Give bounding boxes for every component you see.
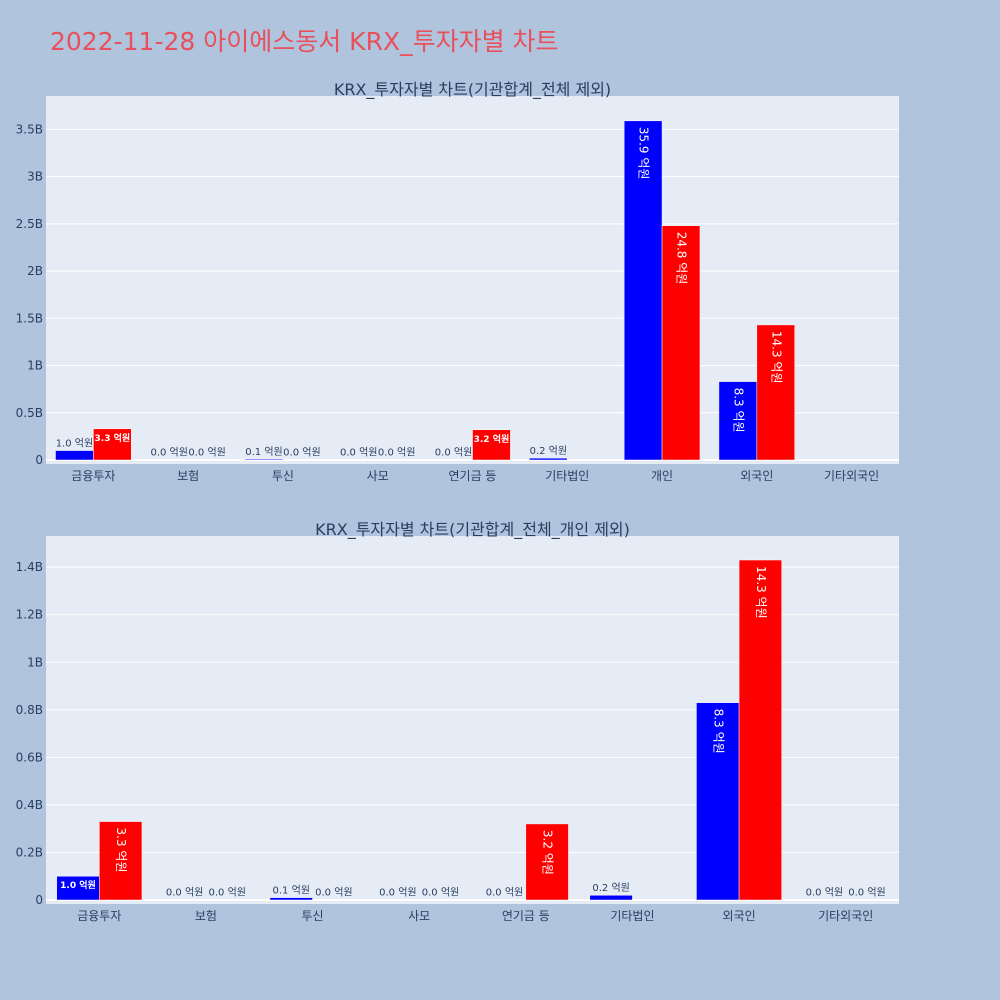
bar-blue	[482, 899, 527, 901]
data-label: 35.9 억원	[637, 127, 651, 180]
chart-title: KRX_투자자별 차트(기관합계_전체 제외)	[334, 80, 611, 100]
data-label: 0.2 억원	[592, 882, 629, 894]
y-tick-label: 0	[35, 453, 43, 467]
x-tick-label: 연기금 등	[449, 469, 497, 483]
bar-blue	[244, 458, 284, 461]
bar-red	[418, 899, 463, 901]
data-label: 0.0 억원	[806, 887, 843, 899]
y-tick-label: 1B	[27, 359, 43, 373]
bar-blue	[434, 459, 473, 461]
x-tick-label: 보험	[195, 909, 217, 923]
data-label: 0.0 억원	[848, 887, 885, 899]
data-label: 0.0 억원	[283, 447, 320, 459]
data-label: 0.0 억원	[166, 887, 203, 899]
y-tick-label: 3B	[27, 170, 43, 184]
x-tick-label: 금융투자	[77, 909, 121, 923]
bar-blue	[376, 899, 420, 901]
y-tick-label: 0.8B	[16, 703, 43, 717]
data-label: 1.0 억원	[56, 438, 93, 450]
chart-title: KRX_투자자별 차트(기관합계_전체_개인 제외)	[315, 520, 630, 540]
data-label: 0.0 억원	[486, 887, 523, 899]
bar-red	[312, 899, 356, 901]
y-tick-label: 3.5B	[16, 122, 43, 136]
data-label: 0.0 억원	[340, 447, 377, 459]
bar-red	[99, 821, 143, 901]
x-tick-label: 투신	[272, 469, 294, 483]
bar-blue	[55, 450, 94, 461]
data-label: 0.0 억원	[435, 447, 472, 459]
x-tick-label: 사모	[408, 909, 430, 923]
data-label: 3.3 억원	[95, 432, 131, 444]
bar-red	[472, 429, 511, 461]
x-tick-label: 개인	[651, 469, 673, 483]
bar-red	[756, 324, 795, 461]
page-title: 2022-11-28 아이에스동서 KRX_투자자별 차트	[50, 27, 559, 56]
y-tick-label: 0	[35, 893, 43, 907]
bar-blue	[802, 899, 846, 901]
bar-red	[377, 459, 416, 461]
data-label: 0.0 억원	[150, 447, 187, 459]
x-tick-label: 연기금 등	[502, 909, 550, 923]
data-label: 3.3 억원	[114, 828, 128, 873]
data-label: 1.0 억원	[60, 879, 96, 891]
data-label: 8.3 억원	[711, 709, 725, 754]
data-label: 0.0 억원	[378, 447, 415, 459]
data-label: 3.2 억원	[474, 433, 510, 445]
data-label: 0.0 억원	[315, 887, 352, 899]
y-tick-label: 1.4B	[16, 560, 43, 574]
y-tick-label: 1B	[27, 655, 43, 669]
data-label: 0.0 억원	[209, 887, 246, 899]
y-tick-label: 2.5B	[16, 217, 43, 231]
bar-red	[187, 459, 227, 461]
x-tick-label: 기타외국인	[824, 469, 879, 483]
data-label: 0.0 억원	[379, 887, 416, 899]
bar-red	[738, 559, 782, 901]
bar-blue	[339, 459, 378, 461]
y-tick-label: 0.5B	[16, 406, 43, 420]
x-tick-label: 보험	[177, 469, 199, 483]
data-label: 0.1 억원	[272, 885, 309, 897]
bar-blue	[150, 459, 189, 461]
bar-red	[845, 899, 889, 901]
bar-blue	[623, 120, 663, 461]
chart-panel-1: 0 0.5B 1B 1.5B 2B 2.5B 3B 3.5B KRX_투자자별 차트(기관합계_…	[16, 80, 899, 483]
bar-red	[525, 823, 569, 901]
data-label: 0.2 억원	[530, 445, 567, 457]
y-tick-label: 2B	[27, 264, 43, 278]
y-tick-label: 0.6B	[16, 750, 43, 764]
bar-red	[205, 899, 249, 901]
data-label: 0.1 억원	[245, 446, 282, 458]
x-tick-label: 금융투자	[71, 469, 115, 483]
x-tick-label: 기타법인	[545, 469, 589, 483]
x-tick-label: 외국인	[723, 909, 756, 923]
bar-red	[661, 225, 701, 461]
data-label: 0.0 억원	[422, 887, 459, 899]
data-label: 24.8 억원	[675, 232, 689, 285]
data-label: 0.0 억원	[188, 447, 225, 459]
data-label: 3.2 억원	[541, 830, 555, 875]
bar-blue	[718, 381, 758, 461]
data-label: 14.3 억원	[769, 331, 783, 384]
bar-blue	[589, 894, 633, 901]
x-tick-label: 기타법인	[610, 909, 654, 923]
x-tick-label: 사모	[367, 469, 389, 483]
bar-red	[282, 459, 322, 461]
chart-panel-2: 0 0.2B 0.4B 0.6B 0.8B 1B 1.2B 1.4B KRX_투자자별 차트(기…	[16, 520, 899, 923]
data-label: 14.3 억원	[754, 566, 768, 619]
y-tick-label: 1.5B	[16, 311, 43, 325]
x-tick-label: 기타외국인	[818, 909, 873, 923]
y-tick-label: 0.2B	[16, 845, 43, 859]
x-tick-label: 투신	[302, 909, 324, 923]
bar-blue	[269, 897, 313, 901]
bar-blue	[163, 899, 207, 901]
y-tick-label: 1.2B	[16, 608, 43, 622]
bar-red	[93, 428, 132, 461]
bar-blue	[529, 457, 568, 461]
data-label: 8.3 억원	[731, 388, 745, 433]
x-tick-label: 외국인	[740, 469, 773, 483]
y-tick-label: 0.4B	[16, 798, 43, 812]
